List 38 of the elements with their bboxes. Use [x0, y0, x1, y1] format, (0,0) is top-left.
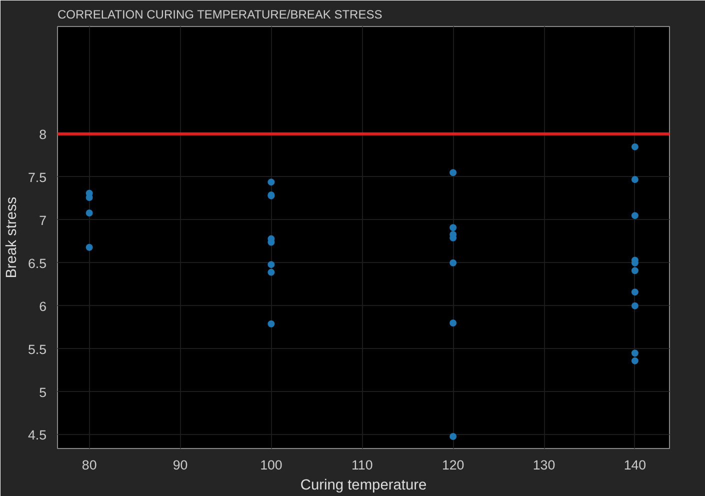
- x-tick-label: 120: [442, 458, 464, 472]
- x-tick-label: 110: [352, 458, 373, 472]
- point: [631, 212, 638, 220]
- point: [631, 288, 638, 296]
- point: [631, 357, 638, 364]
- y-tick-label: 4.5: [28, 428, 47, 443]
- point: [86, 194, 93, 202]
- point: [450, 224, 457, 232]
- point: [631, 302, 638, 310]
- y-tick-label: 7: [39, 212, 47, 228]
- x-tick-label: 130: [532, 458, 556, 472]
- x-tick-label: 90: [172, 458, 188, 472]
- point: [450, 432, 457, 440]
- y-tick-label: 5.5: [28, 342, 47, 357]
- x-tick-label: 80: [82, 458, 97, 472]
- y-tick-label: 7.5: [28, 170, 47, 185]
- point: [450, 169, 457, 176]
- y-tick-label: 5: [39, 384, 47, 400]
- x-tick-label: 140: [624, 458, 646, 472]
- point: [86, 210, 93, 216]
- point: [268, 178, 275, 186]
- point: [268, 261, 275, 268]
- point: [631, 143, 638, 150]
- point: [631, 176, 638, 183]
- point: [268, 268, 275, 276]
- y-tick-label: 6: [39, 298, 47, 314]
- x-axis-title: Curing temperature: [300, 478, 427, 494]
- point: [631, 267, 638, 274]
- point: [86, 244, 93, 251]
- y-tick-label: 6.5: [28, 256, 47, 271]
- y-axis-title: Break stress: [4, 196, 20, 278]
- chart-title: CORRELATION CURING TEMPERATURE/BREAK STRESS: [58, 8, 382, 22]
- point: [450, 320, 457, 327]
- point: [268, 320, 275, 328]
- y-tick-label: 8: [39, 126, 47, 142]
- point: [631, 350, 638, 357]
- point: [450, 259, 457, 266]
- x-tick-label: 100: [260, 458, 282, 472]
